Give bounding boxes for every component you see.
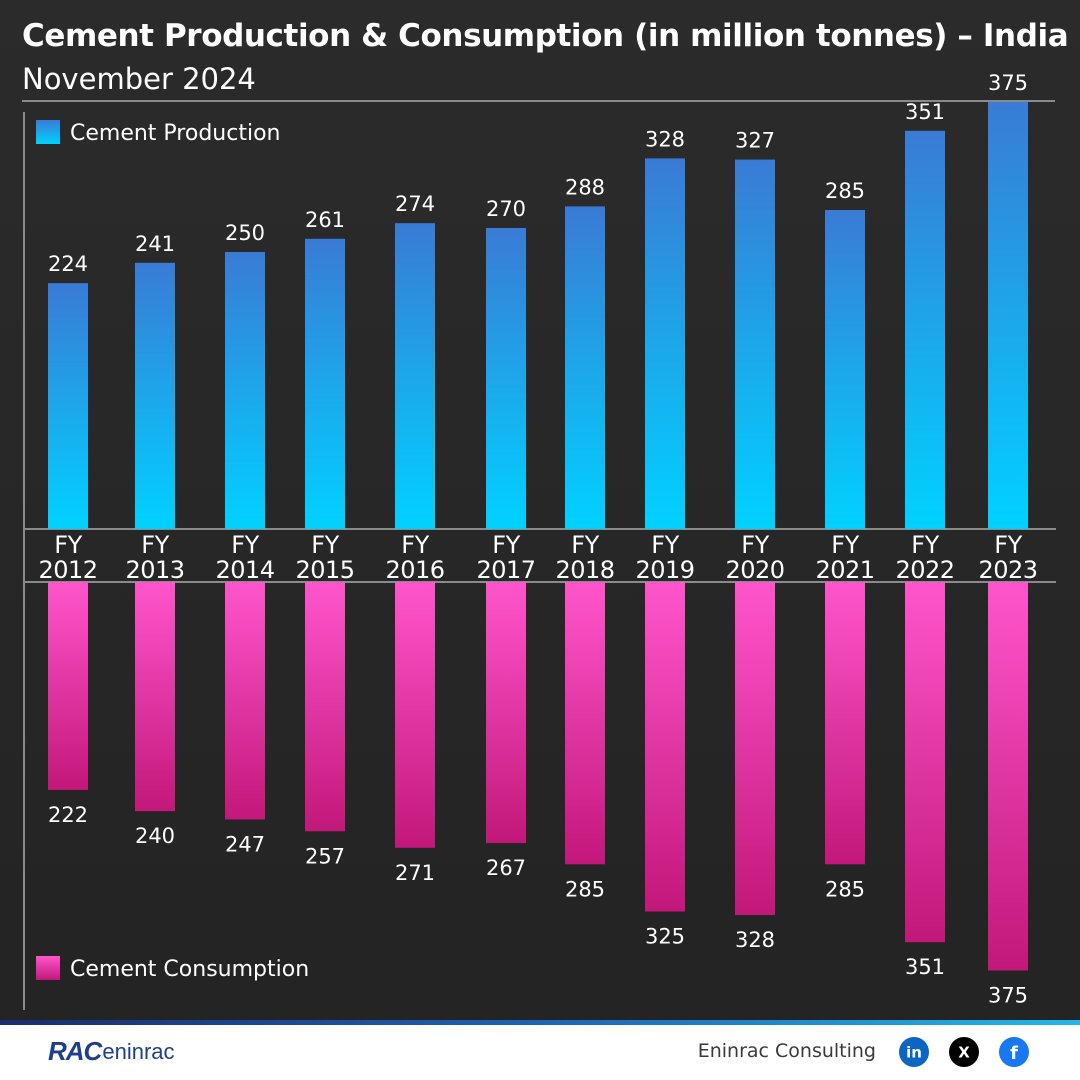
category-label: FY 2022: [895, 531, 954, 584]
consumption-value-label: 257: [305, 844, 345, 868]
production-bar: [645, 158, 685, 529]
production-value-label: 351: [905, 100, 945, 124]
linkedin-icon[interactable]: in: [899, 1037, 929, 1067]
footer-accent-bar: [0, 1020, 1080, 1025]
logo-wordmark: eninrac: [102, 1038, 175, 1064]
eninrac-logo: RAC eninrac: [48, 1036, 175, 1067]
chart-subtitle: November 2024: [22, 62, 256, 96]
category-label: FY 2019: [635, 531, 694, 584]
consumption-bar: [486, 582, 526, 844]
consumption-bar: [395, 582, 435, 848]
legend-consumption-label: Cement Consumption: [70, 957, 309, 982]
consumption-bar: [565, 582, 605, 865]
consumption-bar: [988, 582, 1028, 971]
consumption-bar: [135, 582, 175, 812]
consumption-value-label: 240: [135, 824, 175, 848]
production-value-label: 288: [565, 175, 605, 199]
production-value-label: 250: [225, 221, 265, 245]
consumption-bar: [305, 582, 345, 832]
svg-text:X: X: [958, 1044, 970, 1062]
production-bar: [565, 206, 605, 529]
company-name: Eninrac Consulting: [697, 1040, 876, 1062]
logo-mark: RAC: [48, 1036, 102, 1066]
consumption-bar: [225, 582, 265, 820]
production-bar: [825, 210, 865, 529]
production-value-label: 261: [305, 208, 345, 232]
category-label: FY 2012: [38, 531, 97, 584]
legend-production-swatch: [36, 120, 60, 144]
chart-title: Cement Production & Consumption (in mill…: [22, 18, 1069, 54]
production-bar: [395, 223, 435, 529]
legend-consumption-swatch: [36, 956, 60, 980]
category-label: FY 2013: [125, 531, 184, 584]
production-bar: [225, 252, 265, 529]
consumption-value-label: 222: [48, 803, 88, 827]
consumption-bar: [905, 582, 945, 943]
production-value-label: 224: [48, 252, 88, 276]
svg-text:in: in: [906, 1044, 922, 1062]
category-label: FY 2016: [385, 531, 444, 584]
production-value-label: 270: [486, 197, 526, 221]
production-value-label: 328: [645, 127, 685, 151]
category-label: FY 2020: [725, 531, 784, 584]
production-value-label: 274: [395, 192, 435, 216]
x-icon[interactable]: X: [949, 1037, 979, 1067]
header-divider: [22, 100, 1055, 102]
category-label: FY 2023: [978, 531, 1037, 584]
consumption-bar: [645, 582, 685, 912]
production-value-label: 241: [135, 232, 175, 256]
production-value-label: 327: [735, 129, 775, 153]
consumption-value-label: 325: [645, 925, 685, 949]
svg-text:f: f: [1010, 1043, 1018, 1064]
consumption-value-label: 285: [825, 877, 865, 901]
consumption-value-label: 267: [486, 856, 526, 880]
category-label: FY 2018: [555, 531, 614, 584]
production-bar: [905, 130, 945, 530]
production-bar: [135, 262, 175, 529]
consumption-value-label: 247: [225, 832, 265, 856]
production-bar: [735, 159, 775, 529]
category-label: FY 2014: [215, 531, 274, 584]
consumption-value-label: 271: [395, 861, 435, 885]
facebook-icon[interactable]: f: [999, 1037, 1029, 1067]
production-value-label: 285: [825, 179, 865, 203]
production-bar: [305, 238, 345, 530]
consumption-value-label: 328: [735, 928, 775, 952]
category-label: FY 2021: [815, 531, 874, 584]
footer: RAC eninrac Eninrac Consulting in X f: [0, 1020, 1080, 1080]
consumption-bar: [48, 582, 88, 790]
consumption-bar: [825, 582, 865, 865]
production-bar: [48, 283, 88, 529]
consumption-bar: [735, 582, 775, 916]
production-bar: [486, 228, 526, 529]
production-value-label: 375: [988, 71, 1028, 95]
consumption-value-label: 351: [905, 955, 945, 979]
legend-production-label: Cement Production: [70, 121, 280, 146]
consumption-value-label: 375: [988, 984, 1028, 1008]
production-bar: [988, 102, 1028, 529]
bar-chart: 224 222 FY 2012 241 240 FY 2013 250 247 FY 2014 261 2…: [23, 71, 1056, 1010]
category-label: FY 2015: [295, 531, 354, 584]
category-label: FY 2017: [476, 531, 535, 584]
consumption-value-label: 285: [565, 877, 605, 901]
